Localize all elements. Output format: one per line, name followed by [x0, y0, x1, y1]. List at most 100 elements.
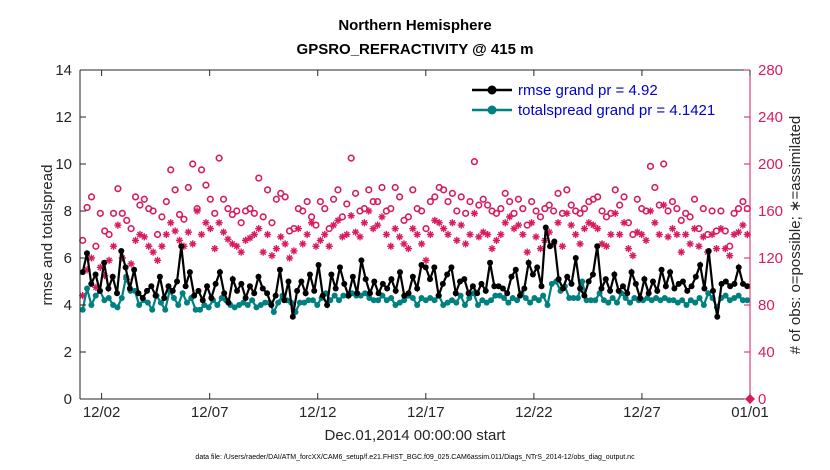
rmse-point: [204, 283, 211, 290]
obs-possible-point: [510, 209, 518, 217]
obs-assimilated-point: [356, 233, 364, 241]
obs-assimilated-point: [395, 233, 404, 241]
legend-spread-marker: [487, 105, 497, 115]
rmse-point: [366, 290, 373, 297]
obs-assimilated-stroke: [656, 231, 663, 238]
obs-assimilated-stroke: [533, 233, 540, 240]
spread-point: [84, 285, 91, 292]
rmse-point: [671, 285, 678, 292]
rmse-point: [602, 276, 609, 283]
obs-assimilated-stroke: [392, 225, 399, 232]
obs-possible-point: [492, 209, 501, 217]
obs-possible-point: [501, 189, 509, 197]
rmse-point: [375, 290, 382, 297]
spread-point: [414, 302, 421, 308]
rmse-point: [577, 285, 584, 292]
obs-assimilated-point: [717, 225, 725, 233]
obs-possible-point: [351, 189, 360, 197]
obs-assimilated-point: [638, 230, 646, 239]
obs-assimilated-stroke: [563, 210, 570, 217]
obs-possible-point: [303, 198, 311, 206]
obs-assimilated-point: [660, 201, 668, 209]
obs-assimilated-point: [448, 219, 457, 227]
obs-possible-point: [651, 183, 659, 192]
rmse-point: [186, 269, 193, 276]
obs-possible-point: [594, 193, 602, 201]
spread-point: [527, 299, 534, 306]
obs-possible-point: [184, 183, 192, 192]
obs-possible-point: [602, 213, 611, 221]
x-tick-label: 12/17: [407, 404, 445, 421]
obs-assimilated-point: [699, 233, 707, 241]
obs-assimilated-stroke: [484, 231, 491, 238]
obs-assimilated-stroke: [295, 225, 302, 232]
rmse-point: [538, 283, 545, 290]
obs-assimilated-stroke: [114, 222, 121, 229]
obs-possible-point: [470, 158, 479, 166]
obs-assimilated-stroke: [581, 225, 588, 232]
obs-possible-point: [563, 186, 571, 194]
obs-possible-point: [127, 225, 135, 233]
obs-assimilated-stroke: [440, 225, 447, 232]
obs-assimilated-point: [272, 245, 280, 253]
spread-point: [314, 302, 321, 308]
obs-assimilated-point: [175, 236, 184, 244]
obs-assimilated-stroke: [568, 222, 575, 229]
rmse-point: [276, 266, 283, 273]
obs-assimilated-point: [303, 230, 311, 239]
rmse-point: [174, 278, 181, 285]
rmse-point: [294, 287, 301, 294]
obs-possible-point: [162, 198, 170, 206]
obs-assimilated-stroke: [326, 243, 333, 250]
obs-assimilated-point: [250, 230, 258, 239]
spread-point: [431, 297, 438, 304]
spread-point: [162, 306, 169, 313]
rmse-point: [289, 313, 296, 320]
obs-assimilated-stroke: [290, 247, 297, 254]
obs-assimilated-point: [682, 230, 690, 239]
rmse-point: [384, 285, 391, 292]
obs-assimilated-stroke: [321, 231, 328, 238]
obs-assimilated-stroke: [282, 240, 289, 247]
legend: rmse grand pr = 4.92 totalspread grand p…: [472, 82, 715, 119]
rmse-point: [114, 290, 121, 297]
obs-assimilated-point: [127, 260, 135, 268]
obs-assimilated-stroke: [202, 219, 209, 226]
obs-assimilated-stroke: [211, 245, 218, 252]
legend-spread-label: totalspread grand pr = 4.1421: [518, 102, 715, 119]
obs-assimilated-point: [360, 219, 368, 227]
obs-assimilated-stroke: [97, 264, 104, 271]
obs-assimilated-stroke: [207, 225, 214, 232]
y-tick-label: 2: [64, 344, 72, 361]
obs-possible-point: [440, 186, 448, 194]
rmse-point: [328, 271, 335, 278]
rmse-point: [126, 285, 133, 292]
rmse-point: [684, 287, 691, 294]
spread-point: [587, 297, 594, 304]
spread-point: [679, 297, 686, 304]
obs-possible-point: [140, 195, 148, 203]
rmse-point: [611, 271, 618, 278]
obs-assimilated-point: [418, 240, 426, 248]
obs-assimilated-stroke: [471, 210, 478, 217]
spread-point: [540, 292, 547, 299]
rmse-point: [624, 290, 631, 297]
obs-assimilated-point: [334, 216, 342, 224]
rmse-point: [701, 285, 708, 292]
rmse-point: [628, 269, 635, 276]
rmse-point: [221, 290, 228, 297]
obs-assimilated-stroke: [387, 243, 394, 250]
rmse-point: [396, 269, 403, 276]
obs-possible-point: [466, 198, 474, 206]
obs-assimilated-point: [202, 219, 210, 227]
obs-possible-point: [215, 154, 223, 162]
obs-assimilated-point: [435, 219, 443, 227]
obs-assimilated-point: [589, 221, 597, 229]
rmse-point: [109, 273, 116, 280]
rmse-point: [598, 285, 605, 292]
spread-point: [605, 299, 612, 306]
rmse-point: [409, 273, 416, 280]
rmse-point: [521, 285, 528, 292]
y2-tick-label: 200: [758, 156, 783, 173]
spread-point: [492, 292, 499, 299]
